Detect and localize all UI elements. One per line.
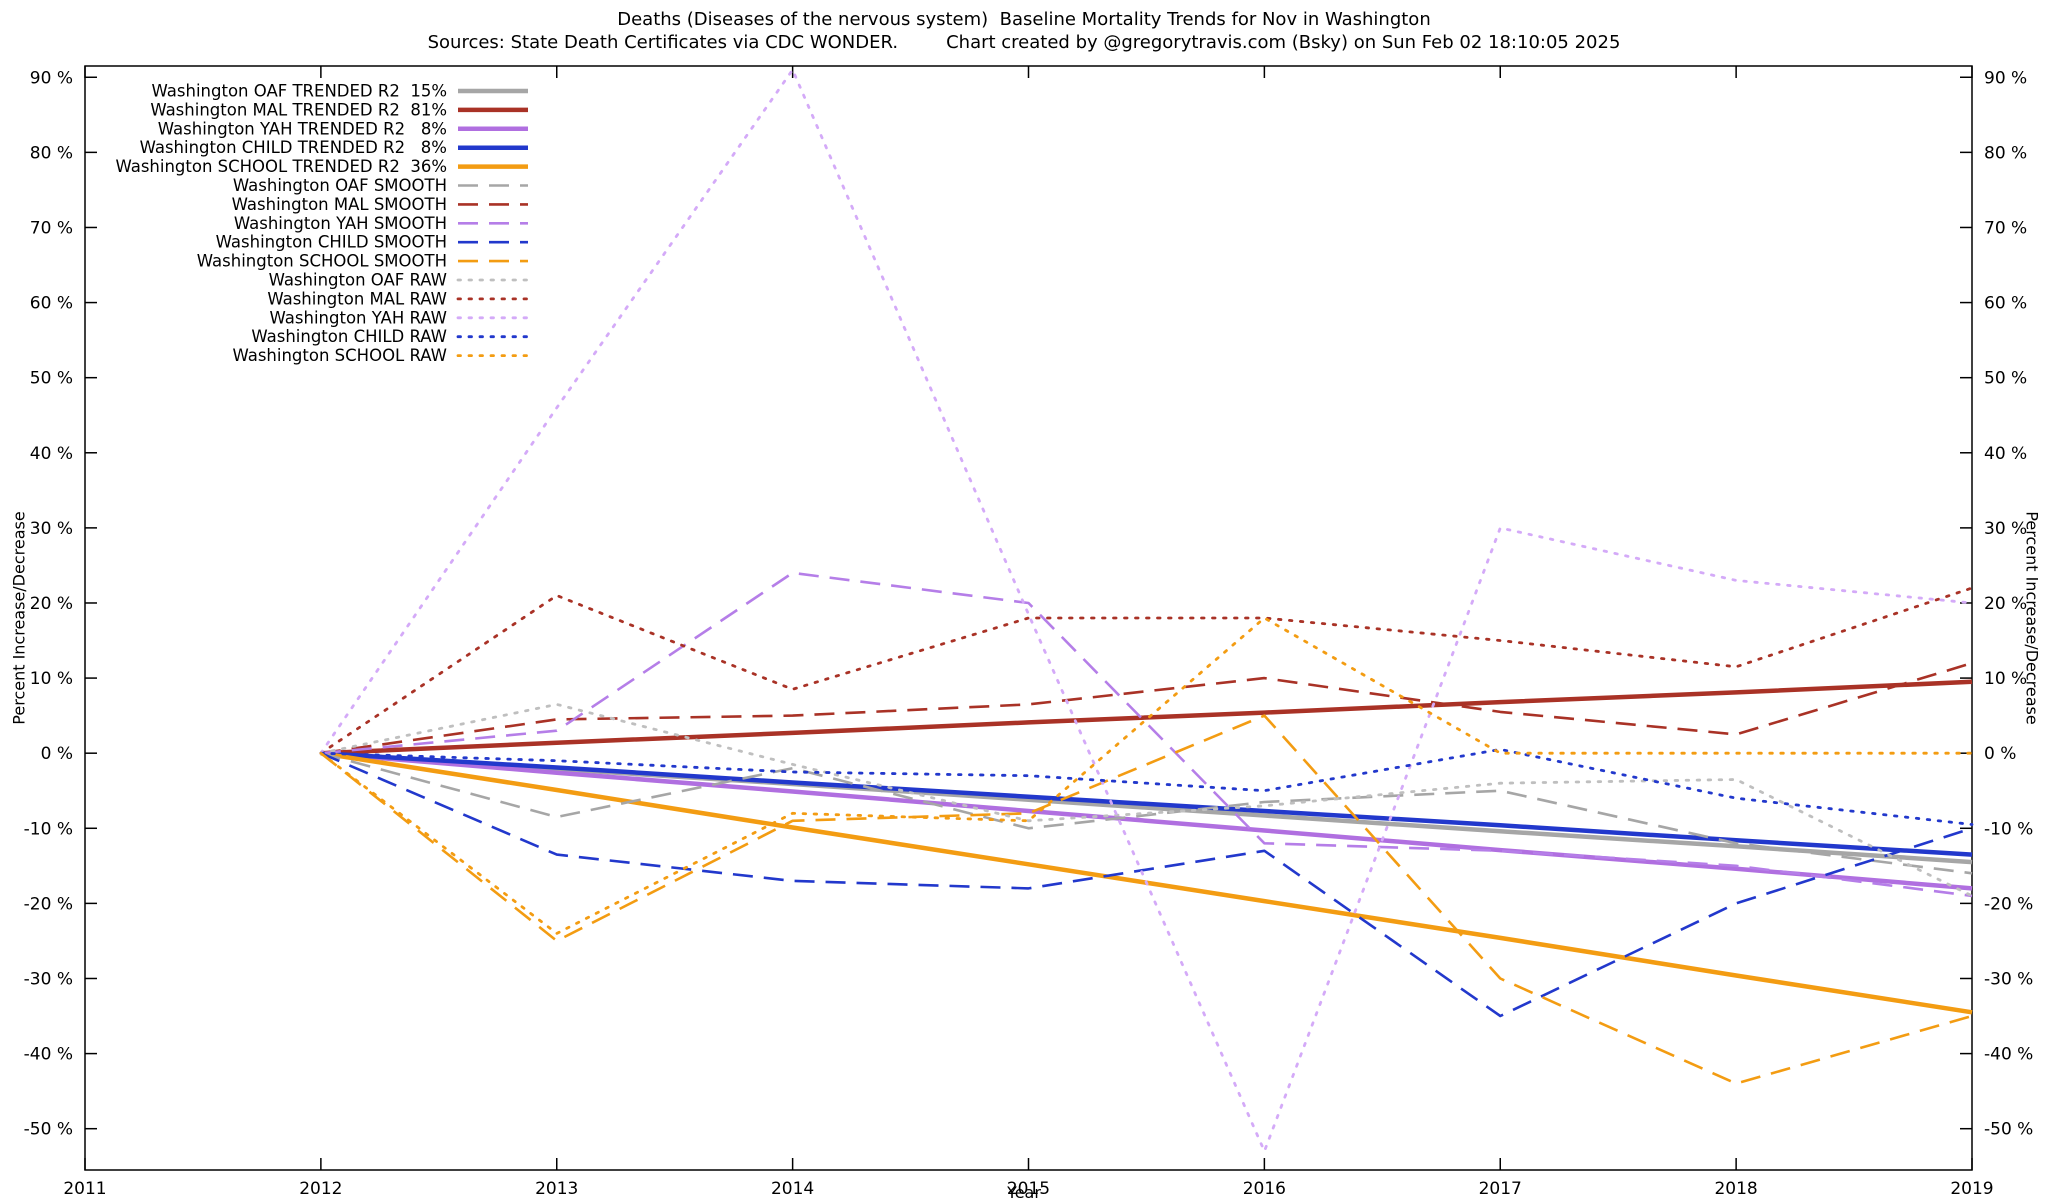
y-tick-label-left: 90 % — [30, 68, 73, 88]
series-line-washington-child-smooth — [320, 752, 1973, 1018]
y-tick-label-left: 80 % — [30, 143, 73, 163]
legend-label-washington-school-trended-r2-36: Washington SCHOOL TRENDED R2 36% — [115, 157, 447, 176]
y-tick-label-left: -40 % — [24, 1045, 73, 1065]
legend-label-washington-child-smooth: Washington CHILD SMOOTH — [216, 233, 447, 252]
y-tick-label-left: -20 % — [24, 894, 73, 914]
x-tick-label: 2017 — [1479, 1179, 1522, 1199]
series-line-washington-mal-trended-r2-81 — [320, 679, 1973, 756]
legend-label-washington-yah-smooth: Washington YAH SMOOTH — [234, 214, 447, 233]
y-tick-label-right: 10 % — [1984, 669, 2027, 689]
x-tick-label: 2012 — [299, 1179, 342, 1199]
y-tick-label-left: -30 % — [24, 969, 73, 989]
x-tick-label: 2013 — [535, 1179, 578, 1199]
legend-label-washington-oaf-trended-r2-15: Washington OAF TRENDED R2 15% — [152, 82, 447, 101]
y-tick-label-left: 0 % — [41, 744, 73, 764]
x-tick-label: 2019 — [1950, 1179, 1993, 1199]
legend-label-washington-yah-trended-r2-8: Washington YAH TRENDED R2 8% — [158, 119, 447, 138]
series-line-washington-yah-smooth — [320, 571, 1973, 898]
legend-label-washington-child-raw: Washington CHILD RAW — [251, 327, 447, 346]
y-tick-label-left: 10 % — [30, 669, 73, 689]
x-tick-label: 2014 — [771, 1179, 814, 1199]
y-tick-label-right: -10 % — [1984, 819, 2033, 839]
y-tick-label-right: 30 % — [1984, 519, 2027, 539]
chart-title: Deaths (Diseases of the nervous system) … — [617, 9, 1431, 30]
y-tick-label-left: -50 % — [24, 1120, 73, 1140]
y-tick-label-right: 50 % — [1984, 369, 2027, 389]
legend-label-washington-mal-raw: Washington MAL RAW — [267, 289, 447, 308]
series-line-washington-yah-raw — [319, 68, 1974, 1153]
y-tick-label-right: -20 % — [1984, 894, 2033, 914]
series-line-washington-oaf-smooth — [320, 751, 1973, 875]
x-tick-label: 2011 — [63, 1179, 106, 1199]
series-line-washington-mal-smooth — [320, 661, 1973, 755]
x-tick-label: 2018 — [1714, 1179, 1757, 1199]
y-tick-label-right: -50 % — [1984, 1120, 2033, 1140]
chart-subtitle: Sources: State Death Certificates via CD… — [0, 32, 2048, 53]
legend-label-washington-school-smooth: Washington SCHOOL SMOOTH — [197, 252, 447, 271]
legend-label-washington-mal-trended-r2-81: Washington MAL TRENDED R2 81% — [150, 100, 447, 119]
legend-label-washington-school-raw: Washington SCHOOL RAW — [232, 346, 447, 365]
y-tick-label-left: 40 % — [30, 444, 73, 464]
y-tick-label-left: 70 % — [30, 218, 73, 238]
series-line-washington-child-raw — [319, 748, 1974, 826]
y-tick-label-left: 20 % — [30, 594, 73, 614]
legend-label-washington-oaf-smooth: Washington OAF SMOOTH — [233, 176, 447, 195]
source-note: Sources: State Death Certificates via CD… — [427, 32, 899, 53]
legend-label-washington-yah-raw: Washington YAH RAW — [270, 308, 447, 327]
y-tick-label-left: 30 % — [30, 519, 73, 539]
y-tick-label-right: -30 % — [1984, 969, 2033, 989]
series-line-washington-school-raw — [319, 616, 1974, 935]
y-tick-label-left: 60 % — [30, 294, 73, 314]
series-line-washington-yah-trended-r2-8 — [320, 750, 1973, 891]
y-tick-label-right: 40 % — [1984, 444, 2027, 464]
series-line-washington-mal-raw — [319, 586, 1974, 755]
series-line-washington-child-trended-r2-8 — [320, 750, 1973, 857]
series-line-washington-oaf-raw — [319, 703, 1974, 898]
x-tick-label: 2016 — [1243, 1179, 1286, 1199]
x-tick-label: 2015 — [1007, 1179, 1050, 1199]
y-tick-label-right: 90 % — [1984, 68, 2027, 88]
legend-label-washington-oaf-raw: Washington OAF RAW — [269, 271, 447, 290]
y-tick-label-right: -40 % — [1984, 1045, 2033, 1065]
series-line-washington-school-smooth — [320, 714, 1973, 1085]
y-tick-label-right: 80 % — [1984, 143, 2027, 163]
x-axis-label: Year — [1007, 1183, 1041, 1200]
legend-label-washington-mal-smooth: Washington MAL SMOOTH — [232, 195, 447, 214]
y-tick-label-left: -10 % — [24, 819, 73, 839]
y-tick-label-left: 50 % — [30, 369, 73, 389]
y-tick-label-right: 70 % — [1984, 218, 2027, 238]
credit-note: Chart created by @gregorytravis.com (Bsk… — [946, 32, 1621, 53]
y-tick-label-right: 20 % — [1984, 594, 2027, 614]
legend-label-washington-child-trended-r2-8: Washington CHILD TRENDED R2 8% — [140, 138, 447, 157]
y-tick-label-right: 60 % — [1984, 294, 2027, 314]
y-tick-label-right: 0 % — [1984, 744, 2016, 764]
